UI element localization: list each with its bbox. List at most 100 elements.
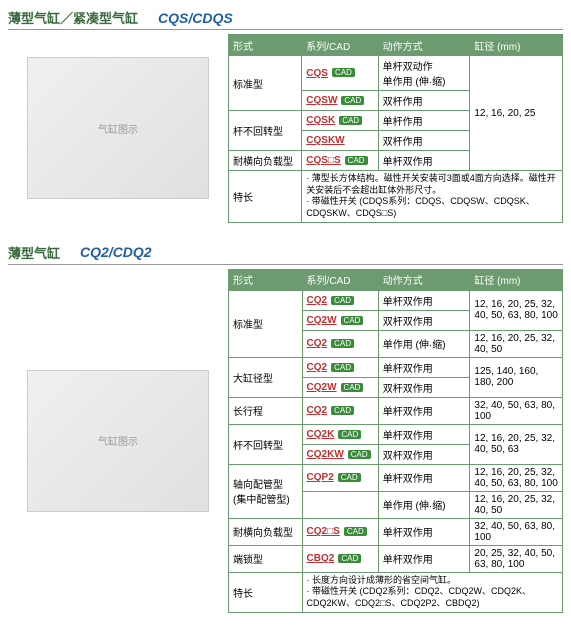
cell-series: CQ2W CAD [302,377,378,397]
cad-badge[interactable]: CAD [339,116,362,125]
cad-badge[interactable]: CAD [344,527,367,536]
cell-bore: 12, 16, 20, 25, 32, 40, 50 [470,330,563,357]
cell-action: 双杆作用 [378,91,470,111]
cad-badge[interactable]: CAD [338,554,361,563]
cad-badge[interactable]: CAD [341,316,364,325]
series-link[interactable]: CQ2 [307,295,328,306]
cell-bore: 20, 25, 32, 40, 50, 63, 80, 100 [470,545,563,572]
cad-badge[interactable]: CAD [331,406,354,415]
cell-series: CQ2W CAD [302,310,378,330]
cad-badge[interactable]: CAD [338,473,361,482]
cell-action: 双杆作用 [378,131,470,151]
cell-bore: 12, 16, 20, 25, 32, 40, 50, 63, 80, 100 [470,464,563,491]
cad-badge[interactable]: CAD [331,363,354,372]
cell-action: 单杆双作用 [378,518,470,545]
cell-series: CQ2CAD [302,290,378,310]
cell-action: 单杆双作用 [378,151,470,171]
spec-table: 形式 系列/CAD 动作方式 缸径 (mm) 标准型 CQ2CAD 单杆双作用 … [228,269,563,613]
cell-feature: · 薄型长方体结构。磁性开关安装可3面或4面方向选择。磁性开关安装后不会超出缸体… [302,171,563,223]
cell-series: CQP2 CAD [302,464,378,491]
cell-form: 耐横向负载型 [229,151,302,171]
th-bore: 缸径 (mm) [470,269,563,290]
series-link[interactable]: CQP2 [307,472,334,483]
cad-badge[interactable]: CAD [345,156,368,165]
spec-table: 形式 系列/CAD 动作方式 缸径 (mm) 标准型 CQSCAD 单杆双动作 … [228,34,563,223]
cell-series: CQSK CAD [302,111,378,131]
cell-form: 标准型 [229,56,302,111]
product-image: 气缸图示 [27,370,209,512]
series-link[interactable]: CQ2□S [307,526,340,537]
cell-bore: 12, 16, 20, 25, 32, 40, 50 [470,491,563,518]
title-en: CQS/CDQS [158,10,233,26]
series-link[interactable]: CQ2K [307,429,335,440]
cell-form: 杆不回转型 [229,424,303,464]
series-link[interactable]: CBQ2 [307,553,335,564]
series-link[interactable]: CQSK [306,115,335,126]
title-cn: 薄型气缸 [8,243,60,262]
series-link[interactable]: CQSKW [306,135,344,146]
title-cn: 薄型气缸／紧凑型气缸 [8,8,138,27]
cad-badge[interactable]: CAD [332,68,355,77]
series-link[interactable]: CQ2 [307,338,328,349]
cad-badge[interactable]: CAD [341,383,364,392]
th-series: 系列/CAD [302,269,378,290]
image-column: 气缸图示 [8,34,228,223]
cell-form: 耐横向负载型 [229,518,303,545]
cell-action: 单杆作用 [378,111,470,131]
cell-feature-label: 特长 [229,572,303,612]
th-bore: 缸径 (mm) [470,35,563,56]
cad-badge[interactable]: CAD [331,296,354,305]
cell-series: CQS□S CAD [302,151,378,171]
image-column: 气缸图示 [8,269,228,613]
cell-action: 单杆双动作 单作用 (伸·缩) [378,56,470,91]
cell-action: 双杆双作用 [378,377,470,397]
th-action: 动作方式 [378,35,470,56]
cell-series: CQSKW [302,131,378,151]
cell-feature: · 长度方向设计成薄形的省空间气缸。 · 带磁性开关 (CDQ2系列：CDQ2、… [302,572,562,612]
section-header: 薄型气缸／紧凑型气缸 CQS/CDQS [8,8,563,30]
section-cqs: 薄型气缸／紧凑型气缸 CQS/CDQS 气缸图示 形式 系列/CAD 动作方式 … [8,8,563,223]
product-image: 气缸图示 [27,57,209,199]
series-link[interactable]: CQ2W [307,382,337,393]
cad-badge[interactable]: CAD [341,96,364,105]
section-cq2: 薄型气缸 CQ2/CDQ2 气缸图示 形式 系列/CAD 动作方式 缸径 (mm… [8,243,563,613]
cell-bore: 12, 16, 20, 25 [470,56,563,171]
cell-form: 杆不回转型 [229,111,302,151]
cell-action: 双杆双作用 [378,310,470,330]
series-link[interactable]: CQ2W [307,315,337,326]
series-link[interactable]: CQS□S [306,155,340,166]
cell-action: 单杆双作用 [378,424,470,444]
cad-badge[interactable]: CAD [338,430,361,439]
th-form: 形式 [229,35,302,56]
cell-form: 轴向配管型 (集中配管型) [229,464,303,518]
cell-form: 标准型 [229,290,303,357]
cell-series: CQ2CAD [302,357,378,377]
cell-bore: 12, 16, 20, 25, 32, 40, 50, 63 [470,424,563,464]
cell-feature-label: 特长 [229,171,302,223]
series-link[interactable]: CQSW [306,95,337,106]
cad-badge[interactable]: CAD [348,450,371,459]
th-form: 形式 [229,269,303,290]
cell-action: 单杆双作用 [378,397,470,424]
cell-series: CQ2□S CAD [302,518,378,545]
cell-action: 单杆双作用 [378,357,470,377]
cell-form: 大缸径型 [229,357,303,397]
series-link[interactable]: CQ2 [307,405,328,416]
series-link[interactable]: CQ2 [307,362,328,373]
series-link[interactable]: CQ2KW [307,449,344,460]
cell-series: CQS CAD [302,56,378,91]
cell-action: 双杆双作用 [378,444,470,464]
cell-series: CQ2CAD [302,397,378,424]
cell-form: 长行程 [229,397,303,424]
cell-action: 单杆双作用 [378,290,470,310]
cell-bore: 12, 16, 20, 25, 32, 40, 50, 63, 80, 100 [470,290,563,330]
cad-badge[interactable]: CAD [331,339,354,348]
cell-bore: 125, 140, 160, 180, 200 [470,357,563,397]
cell-action: 单作用 (伸·缩) [378,330,470,357]
cell-series: CQ2KCAD [302,424,378,444]
cell-bore: 32, 40, 50, 63, 80, 100 [470,518,563,545]
section-header: 薄型气缸 CQ2/CDQ2 [8,243,563,265]
cell-series: CBQ2CAD [302,545,378,572]
cell-form: 端锁型 [229,545,303,572]
series-link[interactable]: CQS [306,68,328,79]
